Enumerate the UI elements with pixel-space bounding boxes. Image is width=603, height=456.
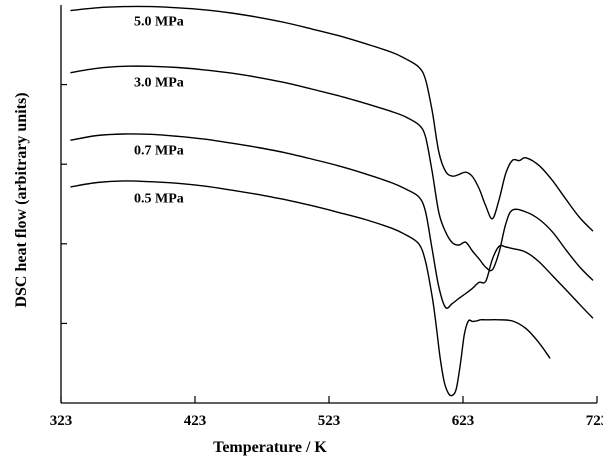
x-tick-label: 523 bbox=[318, 413, 341, 429]
x-tick-label: 423 bbox=[184, 413, 207, 429]
series-curves bbox=[70, 5, 594, 397]
x-axis-title: Temperature / K bbox=[213, 439, 327, 456]
series-label: 0.7 MPa bbox=[134, 143, 184, 158]
series-line-4 bbox=[70, 180, 551, 397]
series-line-3 bbox=[70, 133, 594, 319]
series-label: 3.0 MPa bbox=[134, 75, 184, 90]
y-axis-title: DSC heat flow (arbitrary units) bbox=[13, 92, 30, 307]
x-tick-labels: 323 423 523 623 723 bbox=[50, 413, 603, 429]
x-tick-label: 623 bbox=[452, 413, 475, 429]
series-labels: 5.0 MPa 3.0 MPa 0.7 MPa 0.5 MPa bbox=[134, 15, 184, 207]
series-line-2 bbox=[70, 65, 594, 281]
x-tick-label: 723 bbox=[586, 413, 603, 429]
series-line-1 bbox=[70, 5, 594, 232]
x-tick-label: 323 bbox=[50, 413, 73, 429]
tick-marks bbox=[60, 83, 598, 403]
series-label: 5.0 MPa bbox=[134, 15, 184, 30]
series-label: 0.5 MPa bbox=[134, 192, 184, 207]
